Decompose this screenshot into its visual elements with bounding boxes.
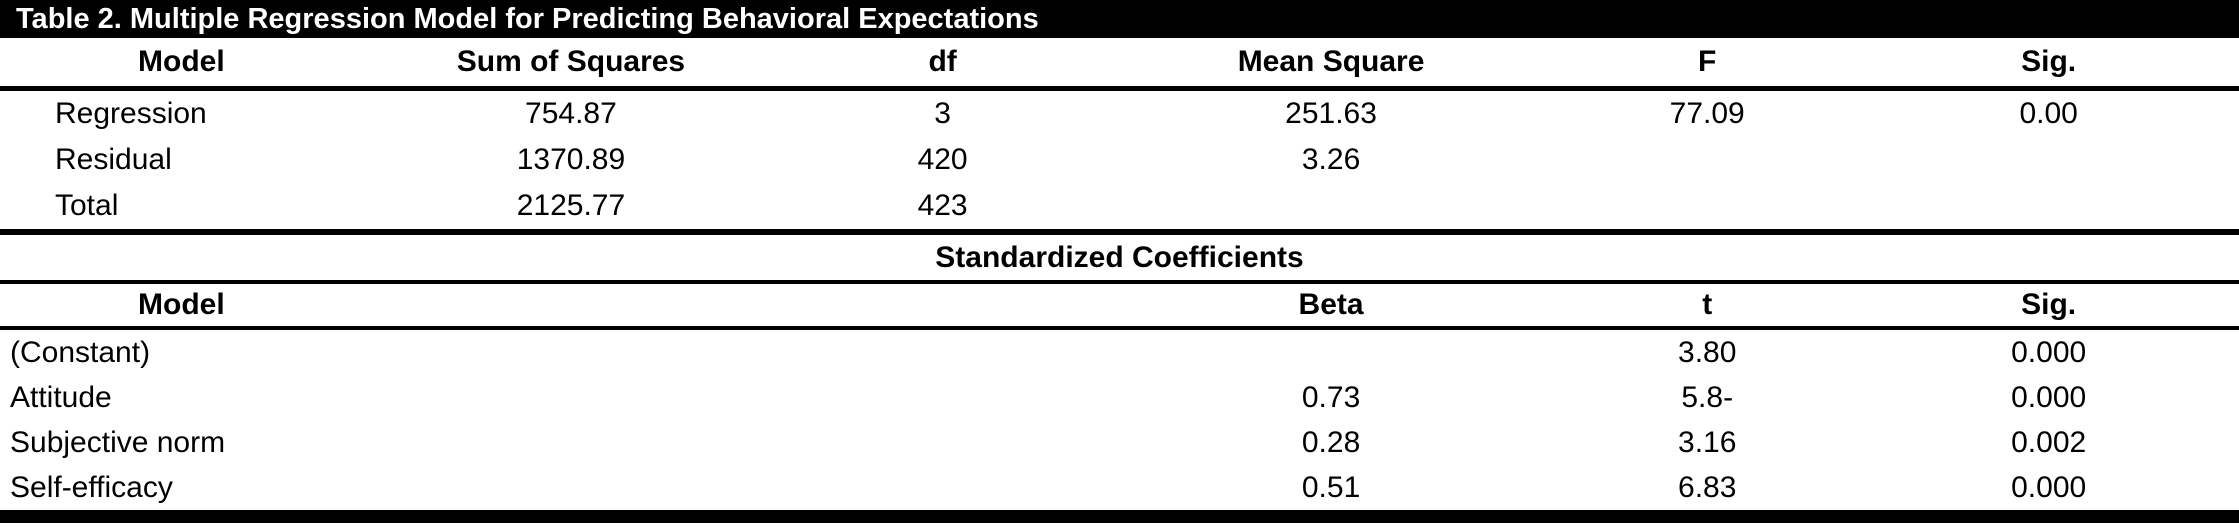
cell-model: Attitude: [10, 380, 112, 414]
cell-t: 3.80: [1678, 335, 1737, 369]
cell-model: Residual: [55, 143, 172, 176]
cell-df: 423: [917, 189, 968, 222]
cell-model: Self-efficacy: [10, 470, 173, 504]
column-header-f: F: [1698, 45, 1717, 78]
column-header-sum-of-squares: Sum of Squares: [456, 45, 686, 78]
column-header-beta: Beta: [1298, 288, 1364, 321]
cell-sig: 0.00: [2019, 97, 2078, 130]
cell-t: 3.16: [1678, 425, 1737, 459]
cell-model: Subjective norm: [10, 425, 226, 459]
anova-header-row: Model Sum of Squares df Mean Square F Si…: [0, 38, 2239, 86]
column-header-mean-square: Mean Square: [1237, 45, 1425, 78]
cell-df: 420: [917, 143, 968, 176]
cell-sum-of-squares: 2125.77: [516, 189, 626, 222]
column-header-model: Model: [138, 288, 225, 321]
table-title: Table 2. Multiple Regression Model for P…: [16, 3, 1039, 35]
cell-sig: 0.002: [2011, 425, 2087, 459]
cell-model: (Constant): [10, 335, 151, 369]
cell-model: Total: [55, 189, 119, 222]
cell-model: Regression: [55, 97, 207, 130]
rule-below-anova-header: [0, 86, 2239, 91]
table-row-total: Total 2125.77 423: [0, 183, 2239, 229]
table-bottom-border: [0, 510, 2239, 523]
coefficients-header-row: Model Beta t Sig.: [0, 284, 2239, 326]
cell-df: 3: [934, 97, 951, 130]
cell-beta: 0.28: [1301, 425, 1361, 459]
column-header-df: df: [928, 45, 957, 78]
column-header-sig: Sig.: [2021, 45, 2077, 78]
rule-below-coefficients-header: [0, 326, 2239, 330]
table-row-subjective-norm: Subjective norm 0.28 3.16 0.002: [0, 420, 2239, 465]
cell-sum-of-squares: 1370.89: [516, 143, 626, 176]
column-header-sig: Sig.: [2021, 288, 2077, 321]
cell-sum-of-squares: 754.87: [525, 97, 617, 130]
cell-beta: 0.51: [1301, 470, 1361, 504]
cell-sig: 0.000: [2011, 380, 2087, 414]
cell-beta: 0.73: [1301, 380, 1361, 414]
cell-sig: 0.000: [2011, 335, 2087, 369]
rule-below-anova-section: [0, 229, 2239, 235]
section-title-standardized-coefficients: Standardized Coefficients: [935, 241, 1304, 274]
rule-below-section-title: [0, 280, 2239, 284]
table-row-constant: (Constant) 3.80 0.000: [0, 330, 2239, 375]
table-row-residual: Residual 1370.89 420 3.26: [0, 137, 2239, 183]
table-title-bar: Table 2. Multiple Regression Model for P…: [0, 0, 2239, 38]
cell-mean-square: 251.63: [1285, 97, 1377, 130]
table-row-regression: Regression 754.87 3 251.63 77.09 0.00: [0, 91, 2239, 137]
cell-sig: 0.000: [2011, 470, 2087, 504]
table-row-self-efficacy: Self-efficacy 0.51 6.83 0.000: [0, 465, 2239, 510]
column-header-model: Model: [138, 45, 225, 78]
column-header-t: t: [1702, 288, 1713, 321]
cell-t: 6.83: [1678, 470, 1737, 504]
cell-t: 5.8-: [1681, 380, 1734, 414]
cell-f: 77.09: [1669, 97, 1745, 130]
table-row-attitude: Attitude 0.73 5.8- 0.000: [0, 375, 2239, 420]
cell-mean-square: 3.26: [1301, 143, 1361, 176]
